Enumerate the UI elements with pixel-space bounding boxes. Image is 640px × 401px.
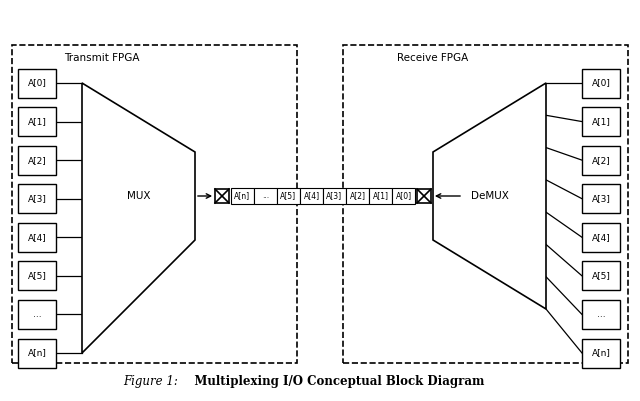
Bar	[582, 261, 620, 290]
Text: MUX: MUX	[127, 191, 150, 201]
Text: A[3]: A[3]	[591, 194, 611, 203]
Text: A[1]: A[1]	[591, 117, 611, 126]
Bar	[582, 69, 620, 97]
Bar	[582, 300, 620, 329]
Text: A[4]: A[4]	[28, 233, 46, 242]
Text: ...: ...	[596, 310, 605, 319]
Text: Multiplexing I/O Conceptual Block Diagram: Multiplexing I/O Conceptual Block Diagra…	[182, 375, 484, 387]
Text: ...: ...	[33, 310, 42, 319]
Bar	[417, 189, 431, 203]
Text: Receive FPGA: Receive FPGA	[397, 53, 468, 63]
Bar	[300, 188, 323, 204]
Bar	[254, 188, 277, 204]
Polygon shape	[433, 83, 546, 309]
Bar	[215, 189, 229, 203]
Bar	[343, 45, 628, 363]
Text: DeMUX: DeMUX	[470, 191, 508, 201]
Text: Transmit FPGA: Transmit FPGA	[64, 53, 140, 63]
Bar	[18, 223, 56, 252]
Bar	[582, 338, 620, 367]
Bar	[369, 188, 392, 204]
Text: A[n]: A[n]	[591, 348, 611, 358]
Bar	[18, 261, 56, 290]
Polygon shape	[82, 83, 195, 353]
Bar	[18, 69, 56, 97]
Text: A[4]: A[4]	[303, 192, 319, 200]
Text: A[1]: A[1]	[372, 192, 388, 200]
Text: A[0]: A[0]	[591, 79, 611, 87]
Bar	[277, 188, 300, 204]
Bar	[18, 338, 56, 367]
Bar	[582, 184, 620, 213]
Bar	[18, 146, 56, 175]
Text: A[5]: A[5]	[591, 271, 611, 280]
Text: A[3]: A[3]	[28, 194, 47, 203]
Text: A[2]: A[2]	[349, 192, 365, 200]
Bar	[18, 107, 56, 136]
Text: A[n]: A[n]	[234, 192, 251, 200]
Bar	[392, 188, 415, 204]
Text: A[0]: A[0]	[396, 192, 412, 200]
Text: A[5]: A[5]	[28, 271, 47, 280]
Text: Figure 1:: Figure 1:	[123, 375, 178, 387]
Bar	[582, 146, 620, 175]
Bar	[231, 188, 254, 204]
Bar	[582, 107, 620, 136]
Text: A[n]: A[n]	[28, 348, 47, 358]
Bar	[12, 45, 297, 363]
Text: A[2]: A[2]	[28, 156, 46, 165]
Text: A[4]: A[4]	[591, 233, 611, 242]
Bar	[18, 184, 56, 213]
Bar	[346, 188, 369, 204]
Text: A[2]: A[2]	[591, 156, 611, 165]
Bar	[323, 188, 346, 204]
Text: A[1]: A[1]	[28, 117, 47, 126]
Text: A[5]: A[5]	[280, 192, 296, 200]
Bar	[18, 300, 56, 329]
Text: A[0]: A[0]	[28, 79, 47, 87]
Text: A[3]: A[3]	[326, 192, 342, 200]
Bar	[582, 223, 620, 252]
Text: ...: ...	[262, 192, 269, 200]
